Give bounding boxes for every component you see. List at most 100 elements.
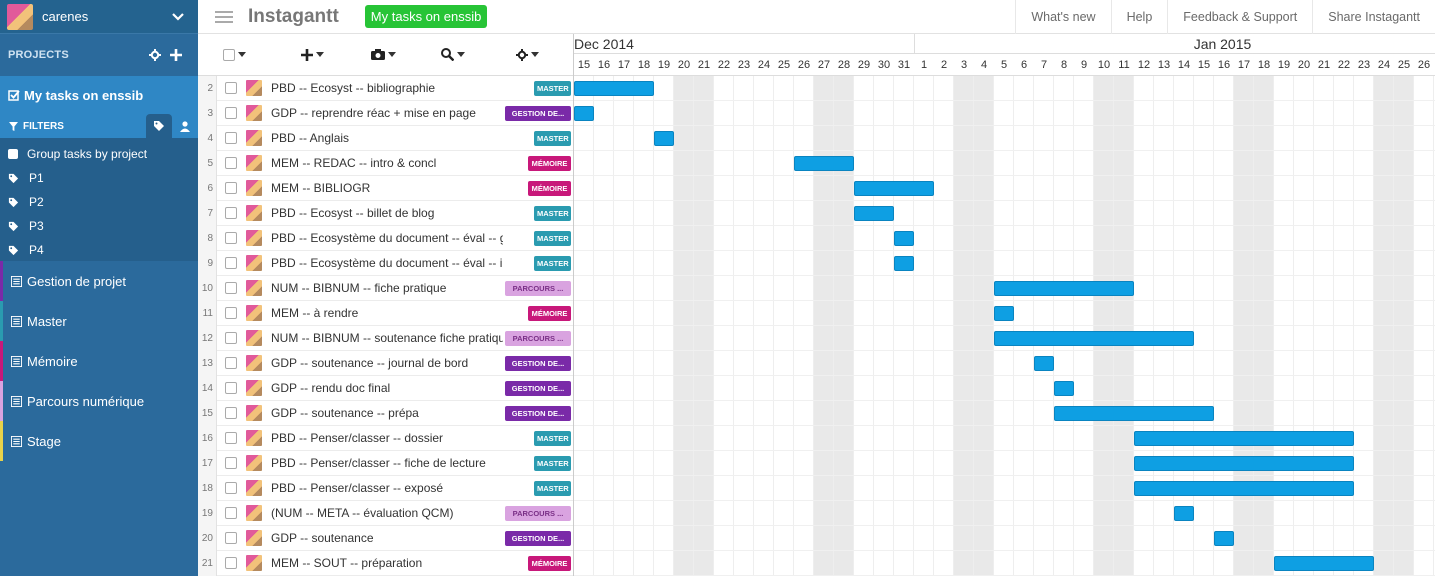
task-row[interactable]: 3 GDP -- reprendre réac + mise en page GES… xyxy=(198,100,573,126)
task-name[interactable]: GDP -- soutenance xyxy=(271,531,374,545)
task-bar[interactable] xyxy=(1034,356,1054,371)
add-project-icon[interactable] xyxy=(170,49,182,61)
task-checkbox[interactable] xyxy=(225,282,237,294)
select-all-checkbox[interactable] xyxy=(223,48,235,61)
task-checkbox[interactable] xyxy=(225,107,237,119)
task-checkbox[interactable] xyxy=(225,207,237,219)
task-checkbox[interactable] xyxy=(225,357,237,369)
sidebar-project-item[interactable]: Parcours numérique xyxy=(0,381,198,421)
task-row[interactable]: 14 GDP -- rendu doc final GESTION DE... xyxy=(198,375,573,401)
add-task-dropdown[interactable] xyxy=(301,48,324,61)
task-checkbox[interactable] xyxy=(225,557,237,569)
task-bar[interactable] xyxy=(1174,506,1194,521)
task-checkbox[interactable] xyxy=(225,232,237,244)
task-checkbox[interactable] xyxy=(225,382,237,394)
task-row[interactable]: 2 PBD -- Ecosyst -- bibliographie MASTER xyxy=(198,75,573,101)
task-checkbox[interactable] xyxy=(225,182,237,194)
task-bar[interactable] xyxy=(994,281,1134,296)
filter-item[interactable]: P1 xyxy=(0,166,198,190)
gear-icon[interactable] xyxy=(149,49,161,61)
top-link[interactable]: Help xyxy=(1110,0,1168,34)
task-bar[interactable] xyxy=(794,156,854,171)
task-row[interactable]: 7 PBD -- Ecosyst -- billet de blog MASTER xyxy=(198,200,573,226)
task-name[interactable]: GDP -- reprendre réac + mise en page xyxy=(271,106,476,120)
sidebar-item-my-tasks[interactable]: My tasks on enssib xyxy=(0,76,198,114)
top-link[interactable]: What's new xyxy=(1015,0,1110,34)
task-row[interactable]: 8 PBD -- Ecosystème du document -- éval -… xyxy=(198,225,573,251)
task-name[interactable]: NUM -- BIBNUM -- fiche pratique xyxy=(271,281,447,295)
zoom-dropdown[interactable] xyxy=(441,48,465,61)
task-checkbox[interactable] xyxy=(225,132,237,144)
filter-item[interactable]: P2 xyxy=(0,190,198,214)
task-row[interactable]: 10 NUM -- BIBNUM -- fiche pratique PARCOUR… xyxy=(198,275,573,301)
task-name[interactable]: PBD -- Penser/classer -- dossier xyxy=(271,431,444,445)
task-bar[interactable] xyxy=(1054,381,1074,396)
task-bar[interactable] xyxy=(994,331,1194,346)
task-name[interactable]: GDP -- soutenance -- prépa xyxy=(271,406,419,420)
task-name[interactable]: PBD -- Ecosyst -- billet de blog xyxy=(271,206,435,220)
task-checkbox[interactable] xyxy=(225,407,237,419)
sidebar-project-item[interactable]: Stage xyxy=(0,421,198,461)
filter-item[interactable]: P3 xyxy=(0,214,198,238)
task-name[interactable]: GDP -- rendu doc final xyxy=(271,381,391,395)
task-checkbox[interactable] xyxy=(225,507,237,519)
workspace-chip[interactable]: My tasks on enssib xyxy=(364,5,488,28)
task-checkbox[interactable] xyxy=(225,482,237,494)
task-row[interactable]: 21 MEM -- SOUT -- préparation MÉMOIRE xyxy=(198,550,573,576)
task-bar[interactable] xyxy=(894,231,914,246)
task-checkbox[interactable] xyxy=(225,457,237,469)
task-bar[interactable] xyxy=(1134,456,1354,471)
task-row[interactable]: 16 PBD -- Penser/classer -- dossier MASTER xyxy=(198,425,573,451)
task-bar[interactable] xyxy=(574,106,594,121)
task-row[interactable]: 11 MEM -- à rendre MÉMOIRE xyxy=(198,300,573,326)
filter-item[interactable]: Group tasks by project xyxy=(0,142,198,166)
task-bar[interactable] xyxy=(1054,406,1214,421)
task-row[interactable]: 20 GDP -- soutenance GESTION DE... xyxy=(198,525,573,551)
task-bar[interactable] xyxy=(1134,481,1354,496)
task-name[interactable]: NUM -- BIBNUM -- soutenance fiche pratiq… xyxy=(271,331,503,345)
sidebar-project-item[interactable]: Mémoire xyxy=(0,341,198,381)
top-link[interactable]: Feedback & Support xyxy=(1167,0,1312,34)
select-all-dropdown[interactable] xyxy=(223,48,246,61)
task-row[interactable]: 12 NUM -- BIBNUM -- soutenance fiche prat… xyxy=(198,325,573,351)
task-name[interactable]: PBD -- Anglais xyxy=(271,131,350,145)
task-bar[interactable] xyxy=(894,256,914,271)
filter-item[interactable]: P4 xyxy=(0,238,198,262)
task-bar[interactable] xyxy=(1214,531,1234,546)
task-name[interactable]: PBD -- Penser/classer -- fiche de lectur… xyxy=(271,456,486,470)
task-name[interactable]: (NUM -- META -- évaluation QCM) xyxy=(271,506,454,520)
task-name[interactable]: MEM -- à rendre xyxy=(271,306,359,320)
task-name[interactable]: MEM -- REDAC -- intro & concl xyxy=(271,156,437,170)
task-name[interactable]: MEM -- SOUT -- préparation xyxy=(271,556,423,570)
task-checkbox[interactable] xyxy=(225,157,237,169)
task-row[interactable]: 5 MEM -- REDAC -- intro & concl MÉMOIRE xyxy=(198,150,573,176)
settings-dropdown[interactable] xyxy=(516,48,539,61)
task-name[interactable]: MEM -- BIBLIOGR xyxy=(271,181,371,195)
sidebar-project-item[interactable]: Gestion de projet xyxy=(0,261,198,301)
task-bar[interactable] xyxy=(1134,431,1354,446)
task-row[interactable]: 18 PBD -- Penser/classer -- exposé MASTER xyxy=(198,475,573,501)
task-checkbox[interactable] xyxy=(225,532,237,544)
task-bar[interactable] xyxy=(574,81,654,96)
task-checkbox[interactable] xyxy=(225,432,237,444)
chevron-down-icon[interactable] xyxy=(172,11,184,23)
task-checkbox[interactable] xyxy=(225,307,237,319)
user-menu[interactable]: carenes xyxy=(0,0,198,33)
task-row[interactable]: 9 PBD -- Ecosystème du document -- éval -… xyxy=(198,250,573,276)
task-bar[interactable] xyxy=(994,306,1014,321)
task-name[interactable]: GDP -- soutenance -- journal de bord xyxy=(271,356,469,370)
camera-dropdown[interactable] xyxy=(371,49,396,60)
group-by-project-checkbox[interactable] xyxy=(8,149,18,159)
task-bar[interactable] xyxy=(1274,556,1374,571)
task-row[interactable]: 13 GDP -- soutenance -- journal de bord GE… xyxy=(198,350,573,376)
filter-tab-users[interactable] xyxy=(172,114,198,138)
task-checkbox[interactable] xyxy=(225,257,237,269)
task-row[interactable]: 19 (NUM -- META -- évaluation QCM) PARCOUR… xyxy=(198,500,573,526)
top-link[interactable]: Share Instagantt xyxy=(1312,0,1435,34)
task-name[interactable]: PBD -- Ecosyst -- bibliographie xyxy=(271,81,436,95)
task-name[interactable]: PBD -- Ecosystème du document -- éval --… xyxy=(271,231,503,245)
task-row[interactable]: 15 GDP -- soutenance -- prépa GESTION DE..… xyxy=(198,400,573,426)
filter-tab-tags[interactable] xyxy=(146,114,172,138)
task-bar[interactable] xyxy=(854,181,934,196)
task-bar[interactable] xyxy=(654,131,674,146)
